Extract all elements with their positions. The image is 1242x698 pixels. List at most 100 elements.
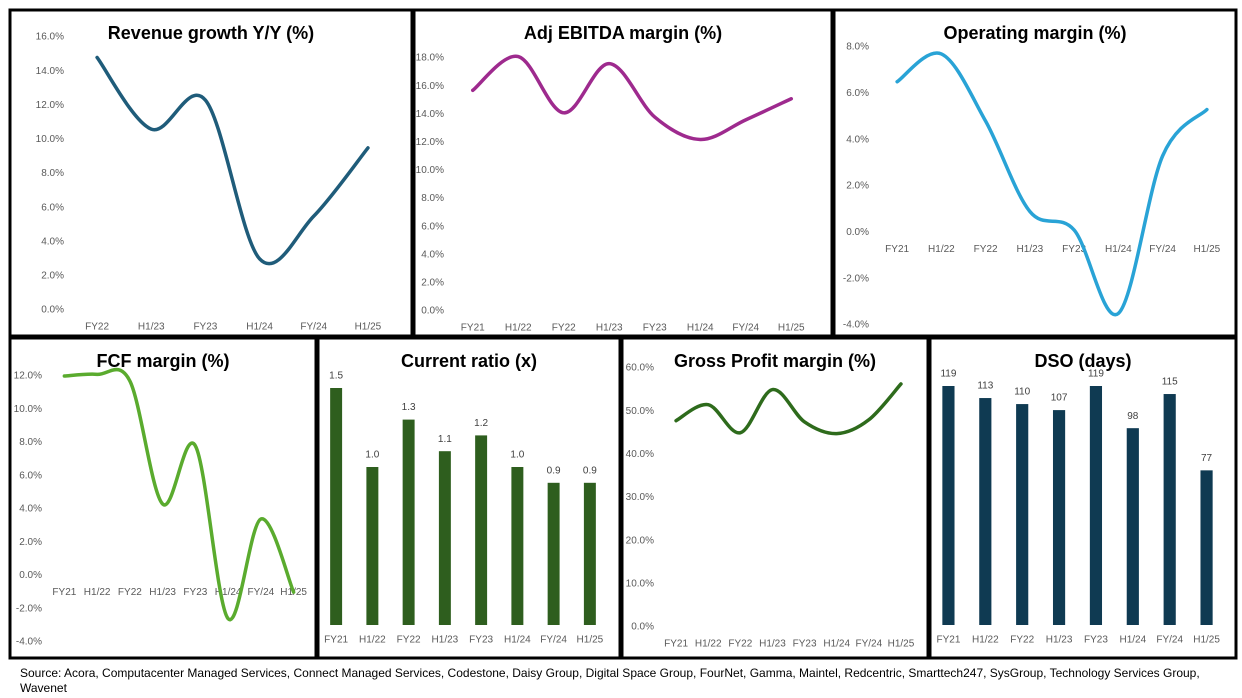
value-label: 115 (1162, 377, 1178, 388)
data-line (674, 382, 903, 436)
x-tick-label: FY23 (193, 322, 217, 333)
x-tick-label: FY23 (1062, 244, 1086, 255)
value-label: 119 (940, 369, 956, 380)
y-tick-label: 8.0% (846, 42, 869, 53)
value-label: 1.0 (365, 450, 379, 461)
x-tick-label: FY23 (643, 323, 667, 334)
chart-title: DSO (days) (1034, 351, 1131, 371)
y-tick-label: 2.0% (421, 278, 444, 289)
y-tick-label: 50.0% (626, 406, 654, 417)
x-tick-label: FY21 (461, 323, 485, 334)
data-line (62, 367, 296, 622)
x-tick-label: FY22 (728, 639, 752, 650)
x-tick-label: H1/25 (577, 635, 604, 646)
chart-title: Revenue growth Y/Y (%) (108, 23, 314, 43)
x-tick-label: H1/23 (759, 639, 786, 650)
y-tick-label: 10.0% (36, 134, 64, 145)
value-label: 0.9 (547, 465, 561, 476)
x-tick-label: FY22 (118, 587, 142, 598)
bar (402, 419, 415, 625)
bar (1016, 404, 1029, 625)
y-tick-label: 6.0% (846, 88, 869, 99)
y-tick-label: 30.0% (626, 492, 654, 503)
y-tick-label: 4.0% (41, 236, 64, 247)
bar (979, 398, 992, 625)
x-tick-label: FY/24 (1156, 635, 1183, 646)
y-tick-label: 12.0% (36, 100, 64, 111)
x-tick-label: H1/22 (84, 587, 111, 598)
y-tick-label: 16.0% (416, 81, 444, 92)
bar (1089, 386, 1103, 625)
source-note: Source: Acora, Computacenter Managed Ser… (20, 666, 1200, 695)
y-tick-label: 10.0% (14, 404, 42, 415)
value-label: 1.0 (510, 450, 524, 461)
bar (330, 388, 343, 625)
y-tick-label: 60.0% (626, 363, 654, 374)
value-label: 1.2 (474, 418, 488, 429)
x-tick-label: H1/22 (695, 639, 722, 650)
y-tick-label: 4.0% (846, 134, 869, 145)
y-tick-label: 2.0% (41, 271, 64, 282)
y-tick-label: 6.0% (41, 202, 64, 213)
value-label: 110 (1014, 387, 1030, 398)
bar (1052, 410, 1066, 625)
x-tick-label: H1/25 (355, 322, 382, 333)
x-tick-label: H1/22 (359, 635, 386, 646)
x-tick-label: H1/23 (1046, 635, 1073, 646)
x-tick-label: FY/24 (855, 639, 882, 650)
y-tick-label: 6.0% (19, 470, 42, 481)
y-tick-label: 0.0% (41, 305, 64, 316)
y-tick-label: 0.0% (421, 306, 444, 317)
y-tick-label: 8.0% (41, 168, 64, 179)
y-tick-label: -4.0% (16, 637, 42, 648)
bar (547, 482, 560, 625)
x-tick-label: H1/25 (1193, 635, 1220, 646)
value-label: 77 (1201, 453, 1213, 464)
x-tick-label: H1/23 (149, 587, 176, 598)
bar (511, 467, 524, 625)
chart-title: Gross Profit margin (%) (674, 351, 876, 371)
x-tick-label: H1/23 (1017, 244, 1044, 255)
x-tick-label: FY22 (1010, 635, 1034, 646)
bar (583, 482, 596, 625)
chart-title: Operating margin (%) (943, 23, 1126, 43)
bar (366, 467, 379, 625)
x-tick-label: FY22 (552, 323, 576, 334)
y-tick-label: -2.0% (16, 603, 42, 614)
x-tick-label: FY/24 (248, 587, 275, 598)
x-tick-label: H1/24 (1119, 635, 1146, 646)
panel-border (8, 336, 318, 660)
panel-border (832, 8, 1238, 338)
x-tick-label: FY21 (936, 635, 960, 646)
data-line (471, 54, 793, 142)
x-tick-label: H1/24 (687, 323, 714, 334)
y-tick-label: -2.0% (843, 273, 869, 284)
bar (1126, 428, 1139, 625)
x-tick-label: FY21 (52, 587, 76, 598)
x-tick-label: FY23 (1084, 635, 1108, 646)
x-tick-label: H1/25 (1194, 244, 1221, 255)
x-tick-label: H1/23 (596, 323, 623, 334)
x-tick-label: FY/24 (1149, 244, 1176, 255)
bar (942, 386, 955, 625)
y-tick-label: 4.0% (19, 504, 42, 515)
x-tick-label: FY/24 (540, 635, 567, 646)
value-label: 1.3 (402, 402, 416, 413)
panel-border (316, 336, 622, 660)
bar (475, 435, 488, 625)
x-tick-label: H1/22 (928, 244, 955, 255)
bar (1163, 394, 1176, 625)
y-tick-label: 18.0% (416, 53, 444, 64)
y-tick-label: -4.0% (843, 320, 869, 331)
x-tick-label: FY21 (885, 244, 909, 255)
x-tick-label: H1/24 (246, 322, 273, 333)
x-tick-label: H1/24 (504, 635, 531, 646)
value-label: 1.5 (329, 371, 343, 382)
x-tick-label: FY22 (397, 635, 421, 646)
y-tick-label: 2.0% (19, 537, 42, 548)
y-tick-label: 8.0% (19, 437, 42, 448)
y-tick-label: 6.0% (421, 221, 444, 232)
x-tick-label: H1/23 (138, 322, 165, 333)
dashboard: Revenue growth Y/Y (%) 0.0% 2.0% 4.0% 6.0% 8.… (8, 8, 1238, 660)
